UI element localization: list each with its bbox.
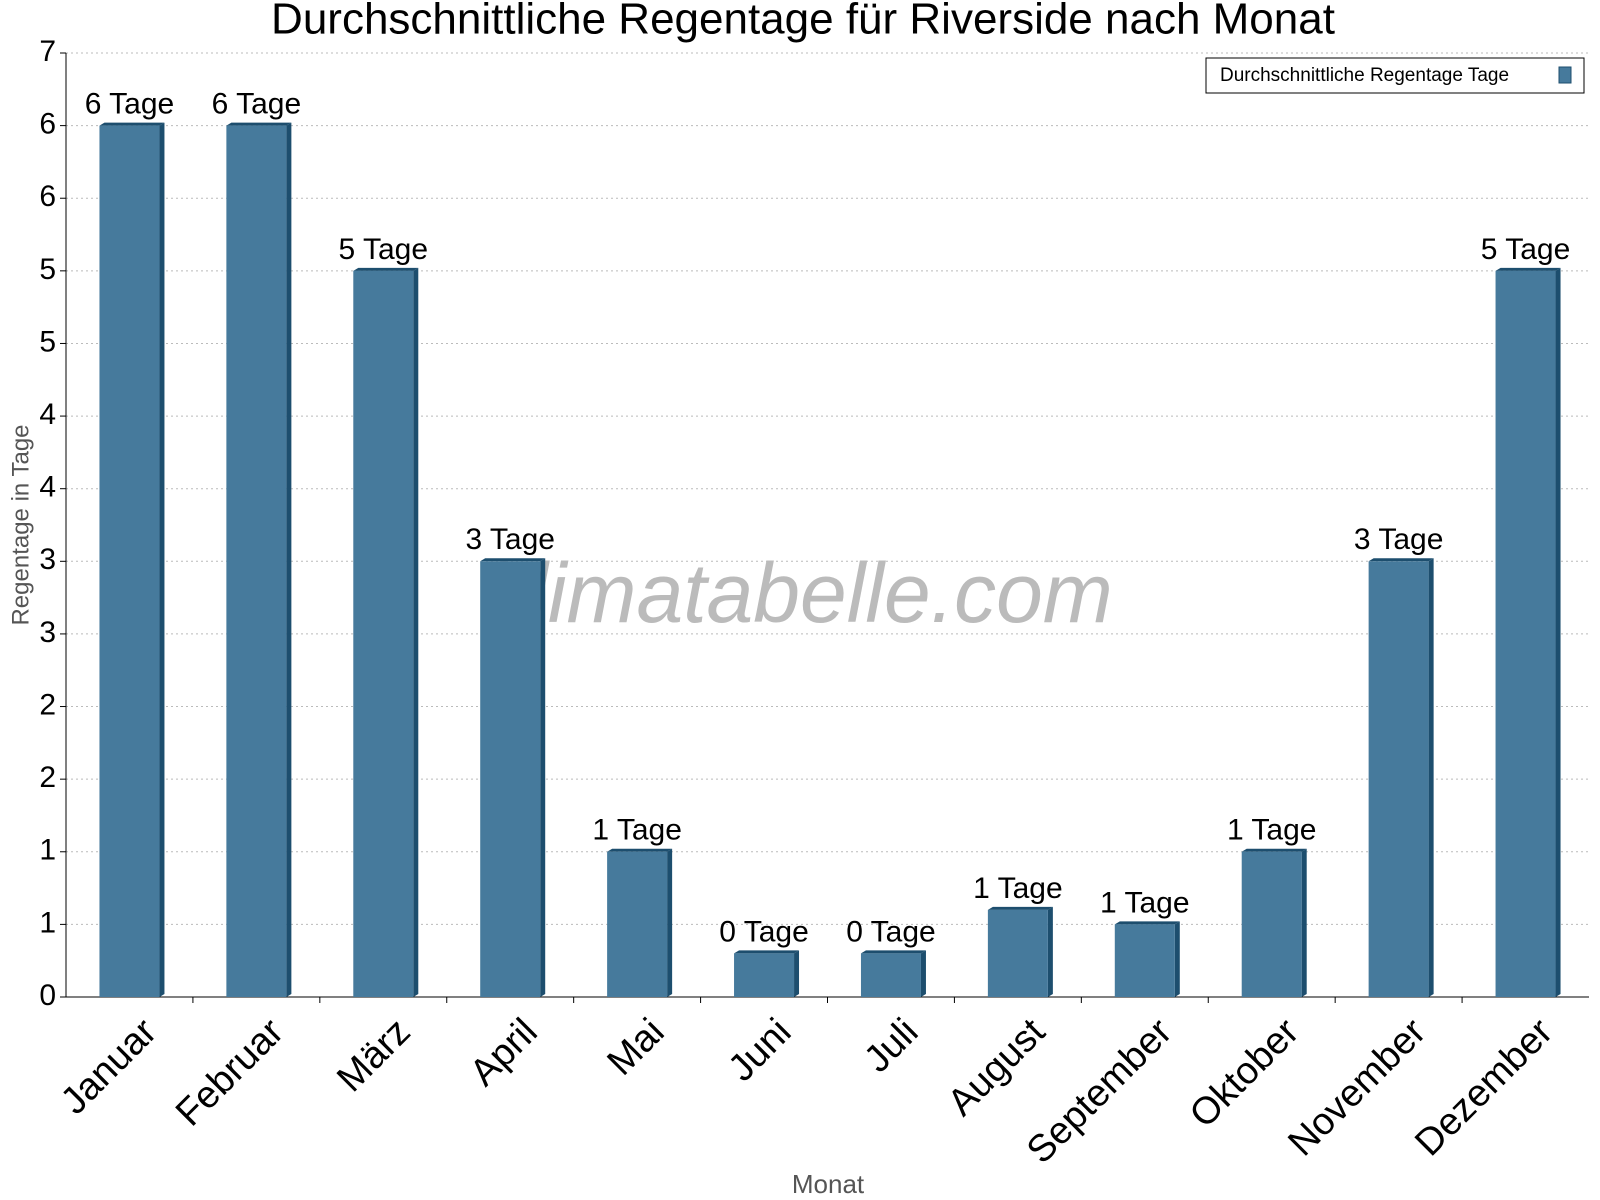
data-label: 1 Tage	[1100, 886, 1190, 919]
bar	[1368, 561, 1429, 997]
bar-group	[99, 122, 165, 998]
bar-top	[1368, 558, 1434, 562]
bar-side	[286, 122, 292, 998]
bar-top	[1241, 848, 1307, 852]
bar-side	[159, 122, 165, 998]
data-label: 0 Tage	[719, 915, 809, 948]
bar	[99, 125, 160, 998]
bar	[1114, 924, 1175, 997]
legend-box	[1205, 57, 1585, 94]
bar-top	[860, 950, 926, 954]
x-tick-label: Dezember	[1407, 1011, 1561, 1165]
x-tick-label: Oktober	[1182, 1011, 1308, 1137]
y-tick-label: 0	[39, 979, 56, 1012]
bar	[987, 909, 1048, 997]
y-tick-label: 2	[39, 688, 56, 721]
bar-top	[99, 122, 165, 126]
data-label: 3 Tage	[465, 523, 555, 556]
y-tick-label: 3	[39, 616, 56, 649]
x-tick-label: April	[462, 1011, 545, 1094]
y-tick-label: 1	[39, 834, 56, 867]
data-label: 3 Tage	[1354, 523, 1444, 556]
bar	[226, 125, 287, 998]
bar-group	[353, 267, 419, 997]
bar-side	[794, 950, 800, 997]
y-tick-label: 5	[39, 325, 56, 358]
y-tick-label: 4	[39, 398, 56, 431]
y-tick-label: 4	[39, 471, 56, 504]
y-tick-label: 7	[39, 35, 56, 68]
bar-side	[920, 950, 926, 997]
x-tick-label: August	[940, 1010, 1054, 1124]
y-tick-label: 2	[39, 761, 56, 794]
bar-group	[607, 848, 673, 997]
x-tick-label: März	[329, 1011, 418, 1100]
bar	[607, 851, 668, 997]
bar-top	[1114, 921, 1180, 925]
data-label: 1 Tage	[1227, 814, 1317, 847]
y-tick-label: 1	[39, 906, 56, 939]
bar-top	[353, 267, 419, 271]
y-tick-label: 5	[39, 253, 56, 286]
bar-side	[667, 848, 673, 997]
legend-label: Durchschnittliche Regentage Tage	[1220, 65, 1509, 86]
bar-group	[226, 122, 292, 998]
data-label: 5 Tage	[1481, 233, 1571, 266]
bar	[353, 270, 414, 997]
legend: Durchschnittliche Regentage Tage	[1205, 57, 1585, 94]
bar-top	[1495, 267, 1561, 271]
bar-group	[1368, 558, 1434, 997]
chart-title: Durchschnittliche Regentage für Riversid…	[271, 0, 1335, 44]
bar	[734, 953, 795, 997]
bar-group	[1495, 267, 1561, 997]
bar	[480, 561, 541, 997]
bar-side	[1555, 267, 1561, 997]
y-axis-label: Regentage in Tage	[7, 424, 34, 625]
data-label: 1 Tage	[973, 872, 1063, 905]
bar-top	[480, 558, 546, 562]
bar-side	[1174, 921, 1180, 997]
x-tick-label: Februar	[168, 1011, 292, 1135]
data-label: 6 Tage	[212, 88, 302, 121]
data-label: 6 Tage	[85, 88, 175, 121]
y-tick-label: 6	[39, 108, 56, 141]
bar-side	[540, 558, 546, 997]
data-label: 1 Tage	[592, 814, 682, 847]
data-label: 0 Tage	[846, 915, 936, 948]
x-tick-label: Juli	[856, 1011, 926, 1081]
x-tick-label: Juni	[721, 1011, 800, 1090]
bar-side	[1047, 906, 1053, 997]
data-label: 5 Tage	[339, 233, 429, 266]
bar-group	[860, 950, 926, 997]
x-tick-label: November	[1280, 1011, 1434, 1165]
watermark: klimatabelle.com	[487, 546, 1113, 640]
bar-top	[226, 122, 292, 126]
bar-group	[480, 558, 546, 997]
bar-group	[734, 950, 800, 997]
y-tick-label: 6	[39, 180, 56, 213]
bar	[860, 953, 921, 997]
x-tick-label: Mai	[600, 1011, 673, 1084]
x-tick-label: Januar	[53, 1011, 165, 1123]
bar-side	[413, 267, 419, 997]
bar-top	[987, 906, 1053, 910]
bar-group	[987, 906, 1053, 997]
bar-group	[1241, 848, 1307, 997]
bar-side	[1301, 848, 1307, 997]
bar	[1241, 851, 1302, 997]
bar-group	[1114, 921, 1180, 997]
bar-top	[607, 848, 673, 852]
bar-top	[734, 950, 800, 954]
y-tick-label: 3	[39, 543, 56, 576]
bar-side	[1428, 558, 1434, 997]
x-axis-label: Monat	[792, 1169, 865, 1199]
legend-swatch	[1558, 66, 1572, 84]
bar	[1495, 270, 1556, 997]
